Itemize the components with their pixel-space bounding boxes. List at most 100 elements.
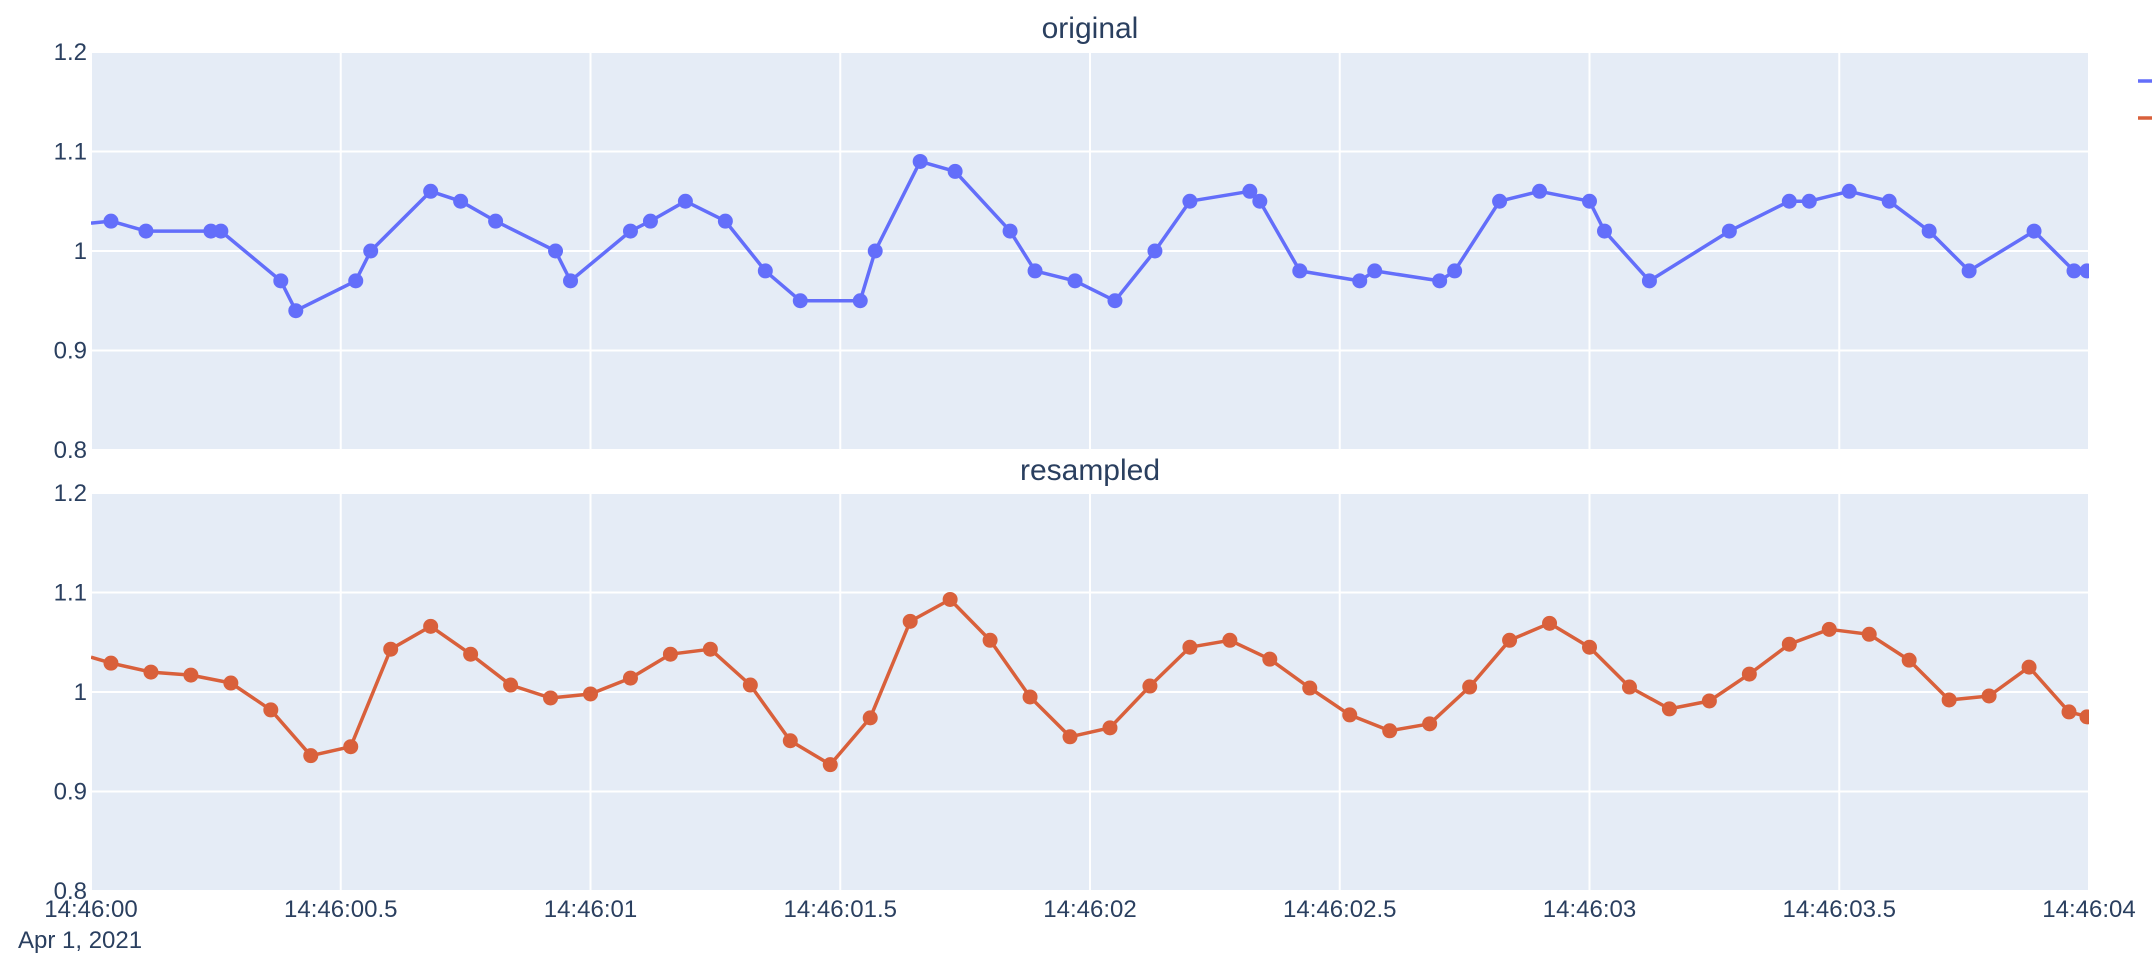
data-point[interactable]: [822, 757, 838, 773]
data-point[interactable]: [183, 667, 199, 683]
data-point[interactable]: [543, 690, 559, 706]
data-point[interactable]: [583, 686, 598, 702]
data-point[interactable]: [702, 641, 718, 657]
data-point[interactable]: [1492, 193, 1508, 209]
data-point[interactable]: [453, 193, 469, 209]
data-point[interactable]: [1801, 193, 1817, 209]
data-point[interactable]: [1382, 723, 1398, 739]
data-point[interactable]: [1502, 632, 1518, 648]
data-point[interactable]: [1741, 666, 1757, 682]
data-point[interactable]: [103, 655, 119, 671]
data-point[interactable]: [348, 273, 364, 289]
data-point[interactable]: [1821, 621, 1837, 637]
data-point[interactable]: [1142, 678, 1158, 694]
data-point[interactable]: [263, 702, 279, 718]
data-point[interactable]: [1781, 636, 1797, 652]
data-point[interactable]: [1596, 223, 1612, 239]
data-point[interactable]: [1262, 651, 1278, 667]
data-point[interactable]: [1432, 273, 1448, 289]
data-point[interactable]: [488, 213, 504, 229]
data-point[interactable]: [1302, 680, 1318, 696]
data-point[interactable]: [223, 675, 239, 691]
data-point[interactable]: [1422, 716, 1438, 732]
legend[interactable]: [2138, 79, 2152, 120]
data-point[interactable]: [942, 591, 958, 607]
data-point[interactable]: [423, 618, 439, 634]
data-point[interactable]: [2079, 263, 2095, 279]
data-point[interactable]: [1861, 626, 1877, 642]
data-point[interactable]: [1252, 193, 1268, 209]
data-point[interactable]: [1062, 729, 1078, 745]
data-point[interactable]: [622, 670, 638, 686]
data-point[interactable]: [947, 163, 963, 179]
data-point[interactable]: [1901, 652, 1917, 668]
data-point[interactable]: [862, 710, 878, 726]
data-point[interactable]: [1981, 688, 1997, 704]
data-point[interactable]: [1961, 263, 1977, 279]
data-point[interactable]: [1182, 193, 1198, 209]
data-point[interactable]: [1022, 689, 1038, 705]
data-point[interactable]: [1147, 243, 1163, 259]
data-point[interactable]: [1352, 273, 1368, 289]
data-point[interactable]: [982, 632, 998, 648]
data-point[interactable]: [1701, 693, 1717, 709]
data-point[interactable]: [662, 646, 678, 662]
data-point[interactable]: [782, 733, 798, 749]
data-point[interactable]: [1222, 632, 1238, 648]
data-point[interactable]: [213, 223, 229, 239]
data-point[interactable]: [1841, 183, 1857, 199]
data-point[interactable]: [757, 263, 773, 279]
data-point[interactable]: [1532, 183, 1548, 199]
data-point[interactable]: [742, 677, 758, 693]
data-point[interactable]: [1781, 193, 1797, 209]
data-point[interactable]: [363, 243, 379, 259]
data-point[interactable]: [677, 193, 693, 209]
data-point[interactable]: [138, 223, 154, 239]
data-point[interactable]: [463, 646, 479, 662]
data-point[interactable]: [103, 213, 119, 229]
data-point[interactable]: [912, 153, 928, 169]
data-point[interactable]: [642, 213, 658, 229]
data-point[interactable]: [2079, 709, 2095, 725]
data-point[interactable]: [1342, 707, 1358, 723]
data-point[interactable]: [1641, 273, 1657, 289]
data-point[interactable]: [343, 739, 359, 755]
data-point[interactable]: [143, 664, 159, 680]
data-point[interactable]: [2026, 223, 2042, 239]
data-point[interactable]: [303, 748, 319, 764]
data-point[interactable]: [852, 293, 868, 309]
data-point[interactable]: [1002, 223, 1018, 239]
data-point[interactable]: [1661, 701, 1677, 717]
data-point[interactable]: [423, 183, 439, 199]
data-point[interactable]: [1941, 692, 1957, 708]
data-point[interactable]: [1582, 193, 1597, 209]
data-point[interactable]: [1921, 223, 1937, 239]
data-point[interactable]: [1102, 720, 1118, 736]
data-point[interactable]: [902, 613, 918, 629]
data-point[interactable]: [1721, 223, 1737, 239]
data-point[interactable]: [1292, 263, 1308, 279]
data-point[interactable]: [867, 243, 883, 259]
data-point[interactable]: [1027, 263, 1043, 279]
data-point[interactable]: [2021, 659, 2037, 675]
data-point[interactable]: [548, 243, 564, 259]
data-point[interactable]: [1462, 679, 1478, 695]
data-point[interactable]: [1367, 263, 1383, 279]
data-point[interactable]: [383, 641, 399, 657]
data-point[interactable]: [1621, 679, 1637, 695]
data-point[interactable]: [2066, 263, 2082, 279]
data-point[interactable]: [792, 293, 808, 309]
data-point[interactable]: [1107, 293, 1123, 309]
data-point[interactable]: [1067, 273, 1083, 289]
data-point[interactable]: [1182, 639, 1198, 655]
data-point[interactable]: [1447, 263, 1463, 279]
data-point[interactable]: [273, 273, 289, 289]
data-point[interactable]: [1242, 183, 1258, 199]
data-point[interactable]: [2061, 704, 2077, 720]
data-point[interactable]: [563, 273, 579, 289]
data-point[interactable]: [1542, 615, 1558, 631]
data-point[interactable]: [288, 303, 304, 319]
data-point[interactable]: [717, 213, 733, 229]
data-point[interactable]: [503, 677, 519, 693]
data-point[interactable]: [622, 223, 638, 239]
